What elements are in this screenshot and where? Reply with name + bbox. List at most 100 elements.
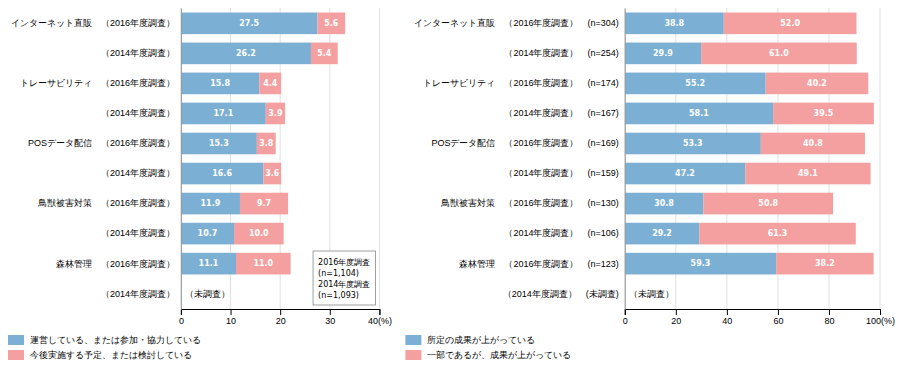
tick-label: 100(%) <box>866 316 895 326</box>
x-tick: 80 <box>824 309 834 326</box>
bar-segment <box>625 13 724 35</box>
bar-segment <box>625 223 700 245</box>
axis-line <box>181 9 182 310</box>
data-label: 17.1 <box>213 109 233 118</box>
legend-item: 一部であるが、成果が上がっている <box>405 350 571 360</box>
tick-mark <box>727 309 728 315</box>
x-tick: 0 <box>623 309 628 326</box>
grid-line <box>379 8 380 309</box>
category-label: POSデータ配信 （2016年度調査） (n=169) <box>431 138 618 148</box>
tick-mark <box>625 309 626 315</box>
legend-item: 今後実施する予定、または検討している <box>8 350 192 360</box>
tick-mark <box>379 309 380 315</box>
data-label: 38.8 <box>664 19 684 28</box>
bar-segment <box>703 193 833 215</box>
data-label: 29.2 <box>652 229 672 238</box>
y-tick: （2014年度調査） (n=254) <box>504 48 624 58</box>
category-label: （2014年度調査） <box>101 289 175 299</box>
bar-segment <box>625 193 704 215</box>
data-label: 29.9 <box>653 49 673 58</box>
tick-label: 40 <box>722 316 732 326</box>
bar-segment <box>699 223 855 245</box>
category-label: （2014年度調査） (n=106) <box>504 228 618 238</box>
legend: 運営している、または参加・協力している今後実施する予定、または検討している <box>8 335 201 360</box>
y-tick: 鳥獣被害対策 （2016年度調査） <box>37 198 181 208</box>
chart-panel: 38.829.955.258.153.347.230.829.259.352.0… <box>414 8 895 326</box>
legend-swatch <box>405 335 421 345</box>
data-label: 59.3 <box>691 259 711 268</box>
legend-item: 所定の成果が上がっている <box>405 335 535 345</box>
tick-mark <box>676 309 677 315</box>
category-label: 森林管理 （2016年度調査） <box>56 259 175 269</box>
category-label: （2014年度調査） <box>101 228 175 238</box>
tick-label: 60 <box>773 316 783 326</box>
y-tick: 鳥獣被害対策 （2016年度調査） (n=130) <box>440 198 624 208</box>
bar-segment <box>625 163 745 185</box>
data-label: 61.0 <box>769 49 789 58</box>
axis-line <box>625 310 880 316</box>
x-tick: 40 <box>722 309 732 326</box>
bar-segment <box>181 193 240 215</box>
data-label: 61.3 <box>768 229 788 238</box>
annotations: （未調査） <box>629 289 674 299</box>
data-label: 15.8 <box>210 79 230 88</box>
x-axis: 020406080100(%) <box>623 309 895 326</box>
data-label: 10.0 <box>249 229 269 238</box>
y-tick: （2014年度調査） (n=167) <box>504 108 624 118</box>
data-label: 49.1 <box>798 169 818 178</box>
data-label: 16.6 <box>212 169 232 178</box>
tick-mark <box>778 309 779 315</box>
x-tick: 60 <box>773 309 783 326</box>
legend-swatch <box>405 350 421 360</box>
annotation: （未調査） <box>629 289 674 299</box>
y-tick: （2014年度調査） <box>101 289 181 299</box>
bar-segment <box>266 103 285 125</box>
x-tick: 20 <box>276 309 286 326</box>
bar-segment <box>625 103 773 125</box>
data-label: 11.0 <box>253 259 273 268</box>
bar-segment <box>181 13 317 35</box>
axis-line <box>181 310 380 316</box>
bar-segment <box>263 163 281 185</box>
y-tick: 森林管理 （2016年度調査） <box>56 259 181 269</box>
tick-label: 20 <box>276 316 286 326</box>
tick-label: 40(%) <box>368 316 392 326</box>
legend: 所定の成果が上がっている一部であるが、成果が上がっている <box>405 335 571 360</box>
y-tick: （2014年度調査） (未調査) <box>503 289 625 299</box>
bar-segment <box>745 163 870 185</box>
bar-segment <box>181 253 236 275</box>
category-label: 森林管理 （2016年度調査） (n=123) <box>459 259 618 269</box>
y-tick: （2014年度調査） (n=106) <box>504 228 624 238</box>
note-box <box>313 251 375 305</box>
y-tick: （2014年度調査） <box>101 228 181 238</box>
data-label: 3.8 <box>259 139 274 148</box>
bar-segment <box>625 253 776 275</box>
bar-segment <box>181 73 259 95</box>
bar-segment <box>724 13 857 35</box>
data-label: 15.3 <box>209 139 229 148</box>
y-axis: インターネット直販 （2016年度調査） (n=304)（2014年度調査） (… <box>414 9 625 310</box>
bar-segment <box>766 73 869 95</box>
bar-segment <box>259 73 281 95</box>
bar-segment <box>181 133 257 155</box>
bar-segment <box>311 43 338 65</box>
bar-segment <box>181 103 266 125</box>
annotation: （未調査） <box>185 289 230 299</box>
category-label: 鳥獣被害対策 （2016年度調査） <box>37 198 175 208</box>
data-label: 10.7 <box>198 229 218 238</box>
chart-panel: 27.526.215.817.115.316.611.910.711.15.65… <box>11 8 392 326</box>
grid-line <box>180 8 181 309</box>
data-label: 30.8 <box>654 199 674 208</box>
x-tick: 40(%) <box>368 309 392 326</box>
category-label: 鳥獣被害対策 （2016年度調査） (n=130) <box>440 198 618 208</box>
x-axis: 010203040(%) <box>179 309 392 326</box>
y-tick: （2014年度調査） (n=159) <box>504 168 624 178</box>
legend-label: 今後実施する予定、または検討している <box>30 350 192 360</box>
legend-swatch <box>8 350 24 360</box>
grid <box>625 8 880 309</box>
tick-mark <box>181 309 182 315</box>
grid <box>181 8 380 309</box>
y-tick: POSデータ配信 （2016年度調査） <box>28 138 181 148</box>
bar-segment <box>317 13 345 35</box>
x-tick: 0 <box>179 309 184 326</box>
